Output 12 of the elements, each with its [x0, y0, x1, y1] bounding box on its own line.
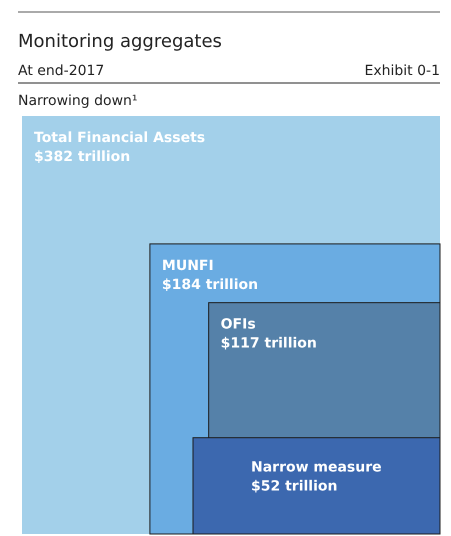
text: Narrowing down¹ [18, 93, 138, 109]
text: Monitoring aggregates [18, 31, 222, 52]
category-label: MUNFI [162, 258, 214, 274]
data-label: $117 trillion [220, 336, 317, 352]
data-label: $382 trillion [34, 149, 130, 165]
category-label: Total Financial Assets [34, 130, 206, 146]
category-label: Narrow measure [251, 460, 382, 476]
text: Exhibit 0-1 [364, 63, 440, 79]
category-label: OFIs [220, 316, 256, 333]
data-label: $52 trillion [251, 478, 338, 495]
text: At end-2017 [18, 63, 104, 79]
data-label: $184 trillion [162, 276, 258, 293]
